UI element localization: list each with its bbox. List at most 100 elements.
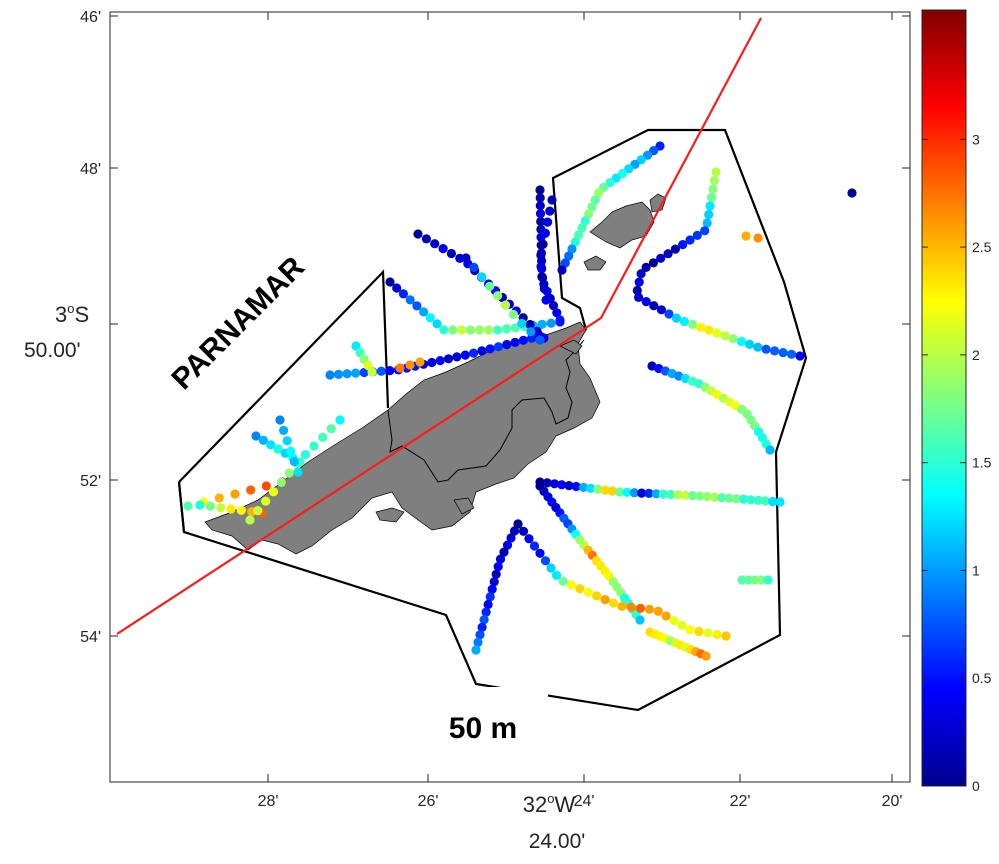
sample-point [483, 599, 493, 610]
sample-point [678, 240, 688, 250]
sample-point [704, 325, 714, 335]
sample-point [282, 436, 292, 446]
sample-point [711, 167, 721, 177]
x-axis-center-label-minutes: 24.00' [529, 830, 586, 853]
sample-point [466, 325, 476, 335]
sample-point [649, 301, 659, 311]
sample-point [663, 249, 673, 259]
sample-point [720, 331, 730, 341]
sample-point [500, 300, 511, 310]
y-tick-label: 48' [80, 161, 101, 178]
sample-point [708, 184, 718, 194]
sample-point [415, 357, 425, 367]
sample-point [508, 309, 518, 320]
sample-point [279, 425, 289, 435]
sample-point [756, 575, 767, 585]
sample-point [535, 548, 545, 558]
sample-point [768, 496, 778, 507]
sample-point [477, 346, 487, 356]
sample-point [656, 253, 666, 263]
sample-point [741, 231, 751, 241]
sample-point [617, 601, 627, 611]
sample-point [493, 342, 504, 352]
sample-point [481, 607, 491, 617]
sample-point [245, 515, 255, 525]
sample-point [335, 415, 345, 425]
colorbar-tick-label: 0 [972, 778, 980, 794]
sample-point [518, 526, 529, 536]
sample-point [669, 616, 679, 626]
sample-point [717, 493, 727, 503]
transect-line [116, 17, 762, 635]
sample-point [551, 570, 562, 580]
sample-point [539, 284, 549, 294]
sample-point [333, 369, 344, 379]
sample-point [430, 239, 440, 249]
sample-point [258, 435, 268, 445]
sample-point [736, 336, 747, 347]
sample-point [546, 318, 556, 328]
sample-point [525, 319, 535, 330]
sample-point [491, 569, 501, 579]
sample-point [712, 629, 722, 640]
sample-point [750, 575, 760, 585]
sample-point [728, 334, 738, 344]
y-axis-center-label-minutes: 50.00' [24, 339, 81, 362]
sample-point [666, 489, 676, 500]
sample-point [701, 651, 711, 661]
sample-point [284, 468, 294, 478]
sample-point [535, 335, 545, 345]
sample-point [656, 305, 667, 315]
sample-point [688, 319, 698, 329]
sample-point [564, 481, 574, 491]
sample-point [536, 261, 546, 272]
colorbar-tick-label: 3 [972, 131, 980, 147]
sample-point [499, 547, 509, 557]
sample-point [543, 217, 553, 227]
sample-point [540, 556, 551, 566]
sample-point [695, 491, 705, 501]
sample-point [704, 209, 714, 220]
sample-point [694, 626, 704, 637]
sample-point [761, 344, 771, 354]
sample-point [485, 344, 495, 354]
sample-point [529, 541, 540, 551]
sample-point [847, 188, 857, 198]
y-tick-label: 46' [80, 9, 101, 26]
depth-contour-label: 50 m [449, 712, 517, 745]
y-tick-label: 52' [80, 473, 101, 490]
sample-point [395, 363, 405, 373]
park-boundary [177, 128, 808, 712]
x-axis-center-label: 32oW [523, 791, 576, 817]
sample-point [700, 226, 710, 236]
island-landmass [204, 193, 667, 555]
sample-point [577, 223, 587, 233]
colorbar-tick-label: 2 [972, 347, 980, 363]
sample-point [318, 432, 328, 442]
sample-point [703, 628, 713, 638]
sample-point [405, 360, 415, 370]
sample-point [477, 272, 487, 282]
sample-point [469, 262, 479, 272]
sample-point [679, 316, 690, 327]
sample-point [421, 234, 431, 244]
sample-point [763, 575, 773, 585]
sample-point [570, 237, 580, 247]
sample-point [405, 295, 415, 305]
sample-point [560, 258, 570, 268]
sample-point [615, 487, 625, 497]
sample-point [535, 193, 545, 203]
sample-point [205, 501, 215, 511]
sample-point [760, 496, 771, 506]
sample-point [509, 526, 520, 536]
sample-point [709, 492, 720, 502]
sample-point [471, 645, 481, 655]
sample-point [587, 202, 597, 212]
sample-point [575, 584, 585, 594]
sample-point [673, 490, 683, 500]
sample-point [413, 229, 423, 239]
sample-point [775, 497, 785, 507]
sample-point [545, 206, 555, 216]
sample-point [590, 195, 600, 205]
